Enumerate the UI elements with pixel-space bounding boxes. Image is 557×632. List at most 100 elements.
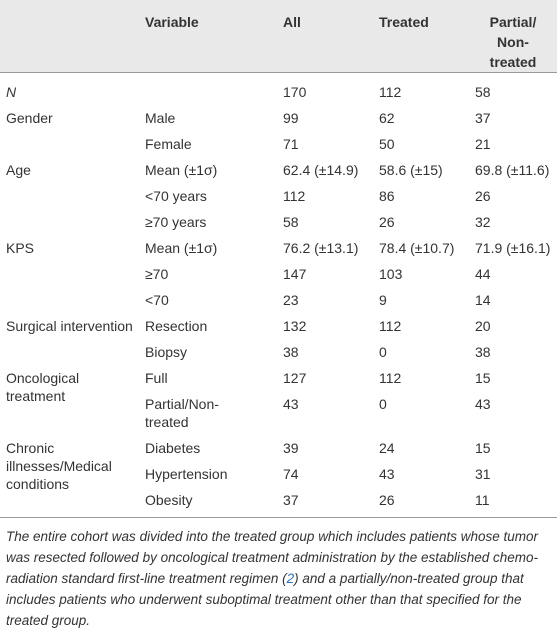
row-label: Female	[145, 136, 192, 152]
table-row: Obesity 37 26 11	[0, 487, 557, 518]
cell-value: 15	[475, 440, 491, 456]
cell-value: 32	[475, 214, 491, 230]
table-row: Biopsy 38 0 38	[0, 339, 557, 365]
cell-value: 0	[379, 396, 387, 412]
cell-value: 58	[475, 84, 491, 100]
table-row: Chronic illnesses/Medical conditions Diab…	[0, 435, 557, 492]
reference-link[interactable]: 2	[286, 571, 295, 586]
table-row: Hypertension 74 43 31	[0, 461, 557, 487]
cell-value: 38	[475, 344, 491, 360]
cell-value: 127	[283, 370, 307, 386]
row-label: Full	[145, 370, 168, 386]
row-label: Hypertension	[145, 466, 228, 482]
row-label: ≥70 years	[145, 214, 207, 230]
cell-value: 44	[475, 266, 491, 282]
cell-value: 147	[283, 266, 307, 282]
cell-value: 86	[379, 188, 395, 204]
row-label: <70 years	[145, 188, 207, 204]
cell-value: 20	[475, 318, 491, 334]
column-header	[0, 0, 139, 73]
cell-value: 112	[379, 370, 402, 386]
cell-value: 74	[283, 466, 299, 482]
cell-value: 24	[379, 440, 395, 456]
cell-value: 43	[283, 396, 299, 412]
row-label: Obesity	[145, 492, 193, 508]
cell-value: 50	[379, 136, 395, 152]
cell-value: 26	[379, 214, 395, 230]
row-label: Resection	[145, 318, 208, 334]
row-label: ≥70	[145, 266, 169, 282]
table-body: N 170 112 58 Gender Male 99 62 37 Female 71 50 21 Age…	[0, 73, 557, 518]
cell-value: 132	[283, 318, 307, 334]
row-group-label: Surgical intervention	[6, 318, 133, 334]
cell-value: 39	[283, 440, 299, 456]
table-row: ≥70 147 103 44	[0, 261, 557, 287]
cell-value: 37	[283, 492, 299, 508]
table-row: Age Mean (±1σ) 62.4 (±14.9) 58.6 (±15) 69.8 …	[0, 157, 557, 183]
row-label	[139, 73, 277, 106]
table-row: Gender Male 99 62 37	[0, 105, 557, 131]
cell-value: 62.4 (±14.9)	[283, 162, 359, 178]
cell-value: 71	[283, 136, 299, 152]
cell-value: 78.4 (±10.7)	[379, 240, 455, 256]
row-group-label: Chronic illnesses/Medical conditions	[6, 440, 112, 492]
row-group-label: KPS	[6, 240, 35, 256]
cell-value: 62	[379, 110, 395, 126]
cell-value: 14	[475, 292, 491, 308]
cell-value: 170	[283, 84, 307, 100]
cell-value: 9	[379, 292, 387, 308]
table-row: ≥70 years 58 26 32	[0, 209, 557, 235]
table-row: Female 71 50 21	[0, 131, 557, 157]
cell-value: 38	[283, 344, 299, 360]
cell-value: 43	[379, 466, 395, 482]
row-label: Male	[145, 110, 176, 126]
row-label: Mean (±1σ)	[145, 162, 218, 178]
cell-value: 69.8 (±11.6)	[475, 162, 550, 178]
column-header: Treated	[373, 0, 469, 73]
row-group-label: Oncological treatment	[6, 370, 80, 404]
row-label: Diabetes	[145, 440, 201, 456]
cell-value: 15	[475, 370, 491, 386]
footnote-text: The entire cohort was divided into the t…	[6, 529, 539, 586]
cell-value: 58	[283, 214, 299, 230]
cell-value: 103	[379, 266, 403, 282]
table-row: N 170 112 58	[0, 73, 557, 106]
footnote: The entire cohort was divided into the t…	[0, 518, 557, 631]
cell-value: 58.6 (±15)	[379, 162, 443, 178]
header-row: Variable All Treated Partial/ Non-treated	[0, 0, 557, 73]
data-table: Variable All Treated Partial/ Non-treated N…	[0, 0, 557, 518]
cell-value: 43	[475, 396, 491, 412]
cell-value: 21	[475, 136, 491, 152]
cell-value: 0	[379, 344, 387, 360]
table-row: Oncological treatment Full 127 112 15	[0, 365, 557, 404]
cell-value: 37	[475, 110, 491, 126]
cell-value: 112	[379, 84, 402, 100]
cell-value: 11	[475, 492, 490, 508]
row-group-label: Gender	[6, 110, 53, 126]
table-row: <70 23 9 14	[0, 287, 557, 313]
table-row: Partial/Non-treated 43 0 43	[0, 391, 557, 435]
cell-value: 112	[379, 318, 402, 334]
row-group-label: Age	[6, 162, 31, 178]
cell-value: 23	[283, 292, 299, 308]
row-label: <70	[145, 292, 169, 308]
cell-value: 76.2 (±13.1)	[283, 240, 359, 256]
row-label: Biopsy	[145, 344, 188, 360]
cell-value: 31	[475, 466, 491, 482]
table-row: Surgical intervention Resection 132 112 20	[0, 313, 557, 339]
column-header: Partial/ Non-treated	[469, 0, 557, 73]
row-label: Mean (±1σ)	[145, 240, 218, 256]
cell-value: 26	[475, 188, 491, 204]
table-row: <70 years 112 86 26	[0, 183, 557, 209]
column-header: Variable	[139, 0, 277, 73]
cell-value: 112	[283, 188, 306, 204]
table-row: KPS Mean (±1σ) 76.2 (±13.1) 78.4 (±10.7) 71.…	[0, 235, 557, 261]
cell-value: 71.9 (±16.1)	[475, 240, 551, 256]
cell-value: 99	[283, 110, 299, 126]
column-header: All	[277, 0, 373, 73]
cell-value: 26	[379, 492, 395, 508]
footnote-text: ) and a partially/non-treated group that…	[6, 571, 524, 628]
row-label: Partial/Non-treated	[145, 396, 219, 430]
row-group-label: N	[6, 84, 17, 100]
